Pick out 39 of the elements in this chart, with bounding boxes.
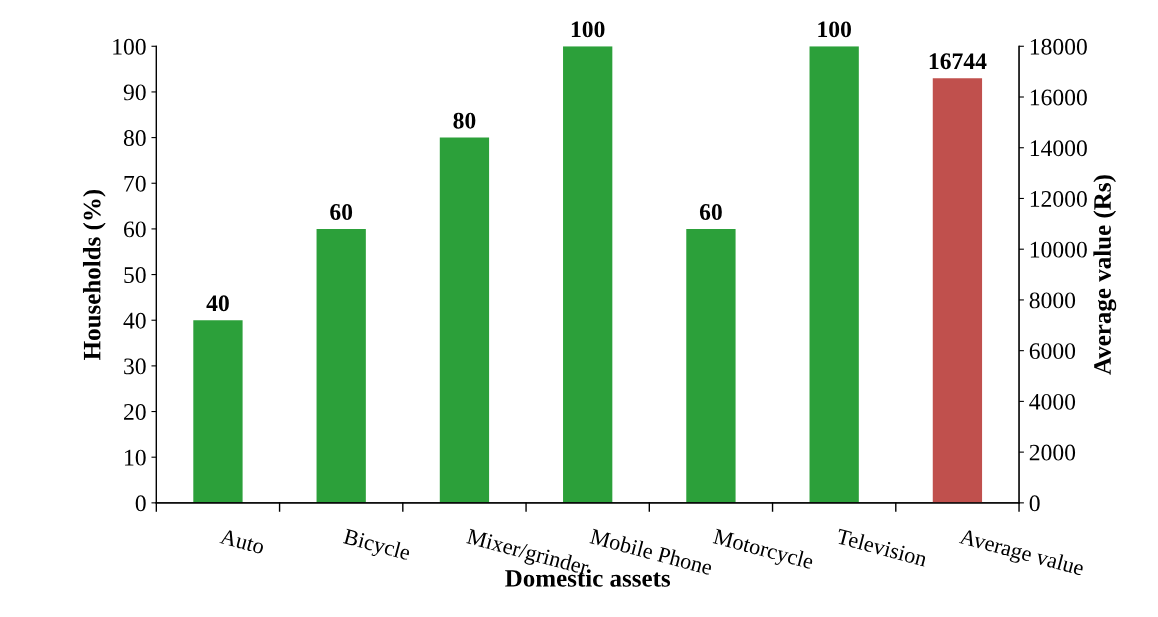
bar: [563, 46, 613, 503]
y2-tick-label: 0: [1029, 495, 1040, 512]
y2-tick-label: 2000: [1029, 444, 1076, 461]
x-tick-label: Auto: [219, 528, 266, 555]
y2-tick-label: 12000: [1030, 190, 1087, 207]
y2-tick-label: 16000: [1030, 89, 1087, 106]
y-tick-label: 40: [123, 312, 146, 329]
y2-tick-label: 10000: [1030, 241, 1087, 258]
y2-tick-label: 6000: [1029, 343, 1076, 360]
y2-tick-label: 4000: [1029, 393, 1076, 410]
y-tick-label: 80: [123, 130, 146, 147]
y-tick-label: 0: [135, 495, 146, 512]
x-tick-label: Average value: [957, 527, 1085, 581]
y-tick-label: 10: [125, 449, 146, 466]
bar: [439, 137, 490, 503]
y-tick-label: 30: [124, 358, 146, 375]
data-label: 100: [571, 21, 605, 38]
y-tick-label: 90: [123, 84, 146, 101]
y-axis-title: Households (%): [82, 189, 106, 360]
y-tick-label: 50: [124, 267, 146, 283]
data-label: 100: [818, 21, 851, 38]
data-label: 60: [699, 204, 722, 220]
data-label: 60: [330, 204, 353, 220]
x-tick-label: Bicycle: [341, 528, 412, 565]
bar: [809, 46, 859, 503]
bar: [193, 320, 243, 503]
y2-tick-label: 8000: [1029, 292, 1076, 309]
y2-tick-label: 18000: [1030, 38, 1087, 55]
y2-axis-title: Average value (Rs): [1093, 175, 1117, 375]
y2-tick-label: 14000: [1030, 140, 1087, 157]
bar: [316, 228, 366, 503]
y-tick-label: 60: [124, 221, 146, 238]
data-label: 16744: [929, 53, 987, 70]
data-label: 80: [453, 112, 476, 129]
bar: [686, 228, 736, 503]
y-tick-label: 70: [124, 175, 146, 192]
y-tick-label: 20: [124, 404, 146, 420]
y-tick-label: 100: [113, 38, 146, 55]
data-label: 40: [206, 295, 229, 312]
